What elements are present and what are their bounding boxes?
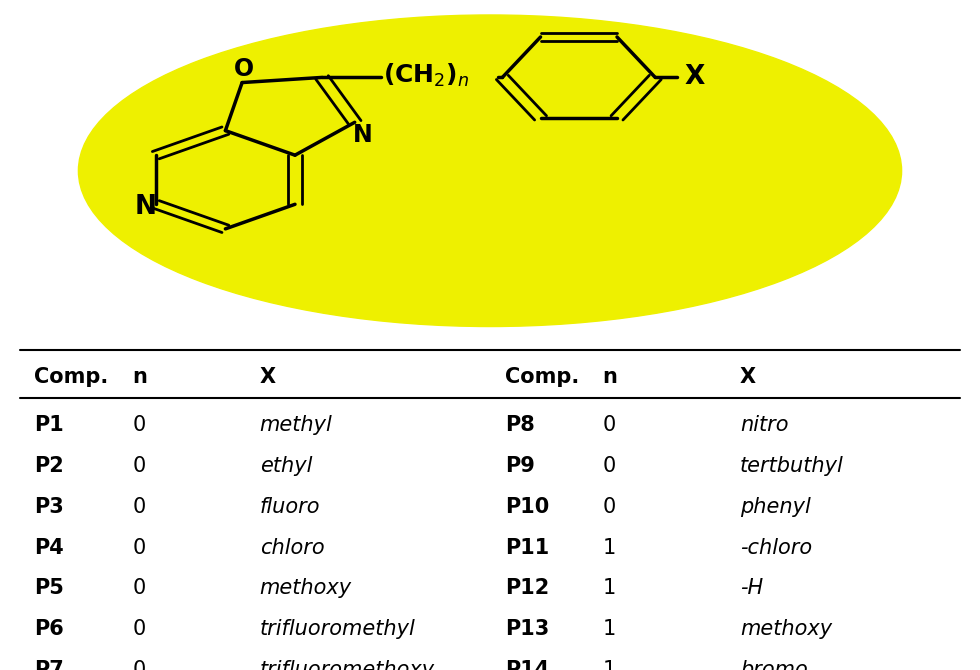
- Text: n: n: [132, 367, 147, 387]
- Text: 0: 0: [603, 456, 616, 476]
- Text: 0: 0: [603, 415, 616, 436]
- Text: P12: P12: [505, 578, 549, 598]
- Text: P9: P9: [505, 456, 534, 476]
- Text: 0: 0: [132, 660, 146, 670]
- Text: trifluoromethyl: trifluoromethyl: [260, 619, 416, 639]
- Text: tertbuthyl: tertbuthyl: [740, 456, 844, 476]
- Text: n: n: [603, 367, 617, 387]
- Text: 1: 1: [603, 619, 616, 639]
- Text: P1: P1: [34, 415, 64, 436]
- Text: methoxy: methoxy: [260, 578, 352, 598]
- Text: 1: 1: [603, 660, 616, 670]
- Text: methoxy: methoxy: [740, 619, 832, 639]
- Text: P3: P3: [34, 497, 64, 517]
- Text: phenyl: phenyl: [740, 497, 810, 517]
- Text: 0: 0: [603, 497, 616, 517]
- Text: P13: P13: [505, 619, 549, 639]
- Text: -H: -H: [740, 578, 763, 598]
- Text: Comp.: Comp.: [34, 367, 109, 387]
- Text: 1: 1: [603, 537, 616, 557]
- Text: P4: P4: [34, 537, 64, 557]
- Text: 1: 1: [603, 578, 616, 598]
- Text: 0: 0: [132, 497, 146, 517]
- Text: X: X: [740, 367, 756, 387]
- Text: P14: P14: [505, 660, 549, 670]
- Text: Comp.: Comp.: [505, 367, 579, 387]
- Text: X: X: [685, 64, 705, 90]
- Text: methyl: methyl: [260, 415, 332, 436]
- Text: P7: P7: [34, 660, 64, 670]
- Text: (CH$_2$)$_n$: (CH$_2$)$_n$: [383, 62, 469, 89]
- Text: 0: 0: [132, 578, 146, 598]
- Text: ethyl: ethyl: [260, 456, 312, 476]
- Text: P11: P11: [505, 537, 549, 557]
- Text: 0: 0: [132, 619, 146, 639]
- Text: -chloro: -chloro: [740, 537, 812, 557]
- Text: O: O: [234, 58, 254, 81]
- Text: fluoro: fluoro: [260, 497, 320, 517]
- Text: P2: P2: [34, 456, 64, 476]
- Text: X: X: [260, 367, 275, 387]
- Text: 0: 0: [132, 456, 146, 476]
- Text: P6: P6: [34, 619, 64, 639]
- Text: nitro: nitro: [740, 415, 788, 436]
- Text: N: N: [135, 194, 157, 220]
- Text: trifluoromethoxy: trifluoromethoxy: [260, 660, 435, 670]
- Text: P8: P8: [505, 415, 534, 436]
- Text: P10: P10: [505, 497, 549, 517]
- Text: 0: 0: [132, 537, 146, 557]
- Text: 0: 0: [132, 415, 146, 436]
- Text: N: N: [353, 123, 372, 147]
- Text: P5: P5: [34, 578, 64, 598]
- Text: bromo: bromo: [740, 660, 808, 670]
- Text: chloro: chloro: [260, 537, 324, 557]
- Ellipse shape: [78, 15, 902, 326]
